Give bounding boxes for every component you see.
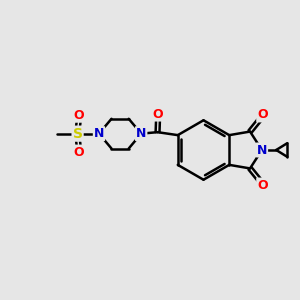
Text: N: N (136, 127, 146, 140)
Text: N: N (257, 143, 267, 157)
Text: S: S (73, 127, 82, 141)
Text: N: N (94, 127, 104, 140)
Text: O: O (74, 109, 84, 122)
Text: O: O (74, 146, 84, 159)
Text: O: O (257, 178, 268, 192)
Text: O: O (257, 108, 268, 122)
Text: O: O (153, 107, 164, 121)
